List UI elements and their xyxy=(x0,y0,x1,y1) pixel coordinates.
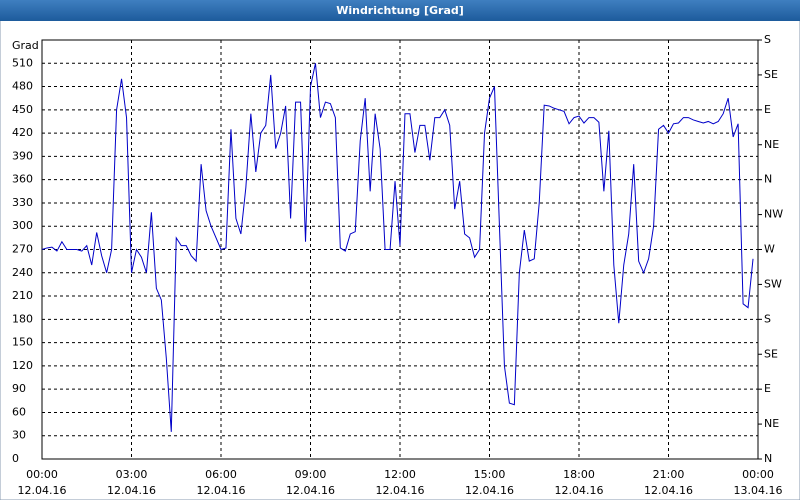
y-tick-label: 60 xyxy=(12,405,26,418)
x-tick-label: 12:00 12.04.16 xyxy=(376,468,425,497)
y2-tick-label: N xyxy=(764,452,772,465)
x-tick-label: 00:00 13.04.16 xyxy=(734,468,783,497)
y-tick-label: 330 xyxy=(12,196,33,209)
y-tick-label: 120 xyxy=(12,359,33,372)
y2-tick-label: SE xyxy=(764,68,778,81)
y-tick-label: 270 xyxy=(12,243,33,256)
y-tick-label: 30 xyxy=(12,429,26,442)
x-tick-label: 21:00 12.04.16 xyxy=(644,468,693,497)
y-tick-label: 480 xyxy=(12,80,33,93)
y2-tick-label: SE xyxy=(764,347,778,360)
y-tick-label: 150 xyxy=(12,336,33,349)
y-tick-label: 240 xyxy=(12,266,33,279)
y2-tick-label: N xyxy=(764,173,772,186)
y-tick-label: 510 xyxy=(12,56,33,69)
y2-tick-label: E xyxy=(764,382,771,395)
x-tick-label: 09:00 12.04.16 xyxy=(286,468,335,497)
y-tick-label: 210 xyxy=(12,289,33,302)
y2-tick-label: NW xyxy=(764,208,783,221)
chart-title: Windrichtung [Grad] xyxy=(336,4,464,17)
y2-tick-label: S xyxy=(764,312,771,325)
y-tick-label: 450 xyxy=(12,103,33,116)
data-line xyxy=(41,63,754,432)
x-tick-label: 15:00 12.04.16 xyxy=(465,468,514,497)
y-axis-label: Grad xyxy=(12,39,39,52)
x-tick-label: 00:00 12.04.16 xyxy=(18,468,67,497)
y2-tick-label: NE xyxy=(764,417,779,430)
y2-tick-label: SW xyxy=(764,277,782,290)
y-tick-label: 180 xyxy=(12,312,33,325)
y-tick-label: 300 xyxy=(12,219,33,232)
y2-tick-label: W xyxy=(764,243,775,256)
x-tick-label: 18:00 12.04.16 xyxy=(555,468,604,497)
x-tick-label: 03:00 12.04.16 xyxy=(107,468,156,497)
y2-tick-label: E xyxy=(764,103,771,116)
x-tick-label: 06:00 12.04.16 xyxy=(197,468,246,497)
title-bar xyxy=(0,0,800,21)
y-tick-label: 420 xyxy=(12,126,33,139)
y-tick-label: 390 xyxy=(12,149,33,162)
y2-tick-label: NE xyxy=(764,138,779,151)
y-tick-label: 0 xyxy=(12,452,19,465)
y-tick-label: 90 xyxy=(12,382,26,395)
y-tick-label: 360 xyxy=(12,173,33,186)
y2-tick-label: S xyxy=(764,33,771,46)
